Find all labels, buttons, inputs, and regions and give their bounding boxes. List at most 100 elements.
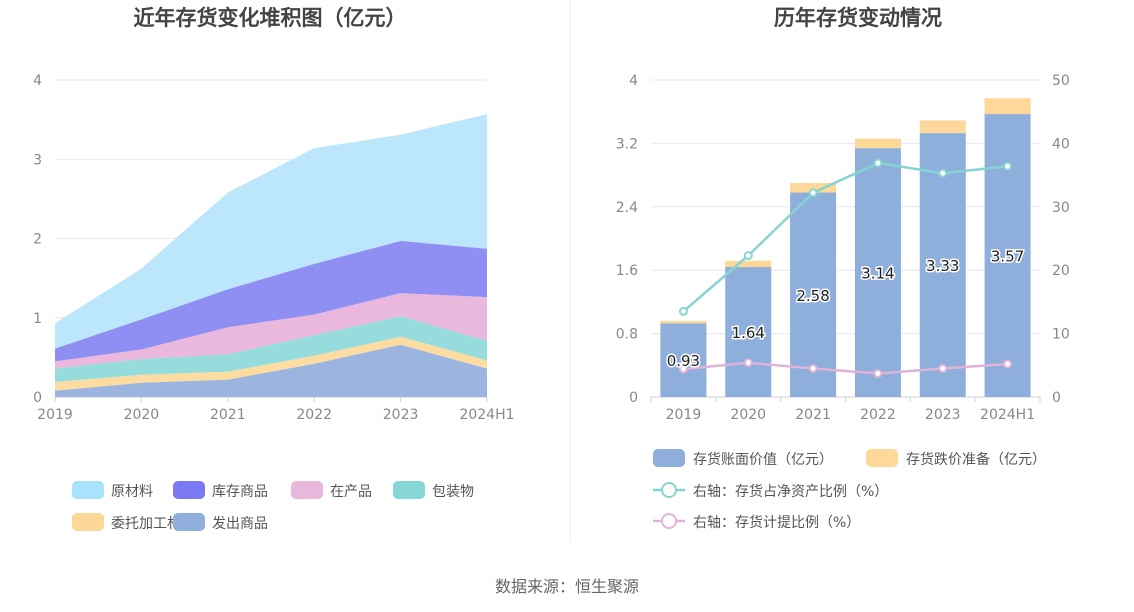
right-chart-title: 历年存货变动情况 <box>774 6 942 30</box>
right-legend-label: 存货账面价值（亿元） <box>693 451 833 468</box>
left-y-tick-label: 0 <box>33 390 42 406</box>
line-series-0-point <box>873 158 883 168</box>
right-legend-label: 右轴：存货占净资产比例（%） <box>693 483 888 500</box>
area-series-0 <box>55 344 487 397</box>
line-series-0-point <box>743 251 753 261</box>
bar-series-1-bar <box>725 260 772 268</box>
right-legend: 存货账面价值（亿元） 存货跌价准备（亿元） 右轴：存货占净资产比例（%） 右轴：存货计… <box>653 449 1046 531</box>
left-legend-swatch <box>72 513 104 531</box>
bar-series-1-bar <box>854 138 901 149</box>
left-legend-label: 包装物 <box>432 484 474 500</box>
right-gridlines <box>651 79 1040 398</box>
right-x-tick-label: 2024H1 <box>980 407 1035 423</box>
right-x-axis: 2019 2020 2021 2022 2023 2024H1 <box>650 397 1041 423</box>
bar-series-0-bar <box>790 192 837 397</box>
left-chart-title: 近年存货变化堆积图（亿元） <box>134 6 407 30</box>
line-series-0-point <box>678 306 688 316</box>
line-series-1-point <box>873 369 883 379</box>
right-right-y-tick-label: 40 <box>1052 136 1070 152</box>
line-series-0-point <box>938 168 948 178</box>
right-left-y-tick-label: 4 <box>629 73 638 89</box>
left-x-tick-label: 2021 <box>210 407 246 423</box>
line-series-0 <box>682 161 1008 313</box>
inventory-bar-line-chart: 历年存货变动情况 0.931.642.583.14 3.333.57 00.81.… <box>616 6 1070 531</box>
right-x-tick-label: 2019 <box>666 407 702 423</box>
right-left-y-axis: 0 0.8 1.6 2.4 3.2 4 <box>616 73 638 406</box>
right-left-y-tick-label: 2.4 <box>616 200 638 216</box>
left-x-tick-label: 2024H1 <box>459 407 514 423</box>
line-series-0-point <box>1003 161 1013 171</box>
area-series-1 <box>55 336 487 391</box>
bar-data-label: 1.64 <box>732 324 765 342</box>
right-right-y-tick-label: 50 <box>1052 73 1070 89</box>
right-left-y-tick-label: 0 <box>629 390 638 406</box>
bar-series-0-bar <box>660 323 707 397</box>
right-legend-swatch <box>653 449 685 467</box>
right-x-tick-label: 2023 <box>925 407 961 423</box>
area-series-4 <box>55 240 487 362</box>
line-series-1-point <box>678 364 688 374</box>
right-x-tick-label: 2022 <box>860 407 896 423</box>
right-right-y-axis: 0 10 20 30 40 50 <box>1052 73 1070 406</box>
left-area-series <box>55 114 487 397</box>
left-x-tick-label: 2022 <box>296 407 332 423</box>
left-y-tick-label: 4 <box>33 73 42 89</box>
left-legend-label: 原材料 <box>111 484 153 500</box>
bar-series-0-bar <box>854 148 901 397</box>
right-legend-marker <box>661 482 677 498</box>
right-x-tick-label: 2020 <box>730 407 766 423</box>
stacked-area-chart: 近年存货变化堆积图（亿元） 0 1 2 3 4 2019 2020 2021 2022 2023… <box>33 6 514 532</box>
right-left-y-tick-label: 1.6 <box>616 263 638 279</box>
right-bar-data-labels: 0.93 1.64 2.58 3.14 3.33 3.57 <box>665 246 1026 372</box>
bar-series-1-bar <box>660 320 707 324</box>
right-right-y-tick-label: 10 <box>1052 327 1070 343</box>
right-line-series <box>678 158 1013 379</box>
right-left-y-tick-label: 0.8 <box>616 327 638 343</box>
bar-series-1-bar <box>790 183 837 193</box>
area-series-2 <box>55 316 487 382</box>
line-series-1 <box>683 361 1008 375</box>
left-y-axis: 0 1 2 3 4 <box>33 73 42 406</box>
left-x-axis: 2019 2020 2021 2022 2023 2024H1 <box>37 397 515 423</box>
bar-data-label: 3.57 <box>991 248 1024 266</box>
bar-series-1-bar <box>919 120 966 134</box>
left-legend-swatch <box>291 481 323 499</box>
left-legend-swatch <box>173 513 205 531</box>
left-legend-label: 发出商品 <box>212 516 268 532</box>
line-series-1-point <box>808 363 818 373</box>
bar-data-label: 2.58 <box>796 287 829 305</box>
right-bar-series <box>660 98 1031 397</box>
right-legend-label: 存货跌价准备（亿元） <box>906 451 1046 468</box>
source-note: 数据来源：恒生聚源 <box>495 577 639 596</box>
left-x-tick-label: 2020 <box>124 407 160 423</box>
left-x-tick-label: 2023 <box>383 407 419 423</box>
left-y-tick-label: 3 <box>33 152 42 168</box>
line-series-1-point <box>743 358 753 368</box>
right-right-y-tick-label: 20 <box>1052 263 1070 279</box>
left-y-tick-label: 2 <box>33 232 42 248</box>
right-legend-label: 右轴：存货计提比例（%） <box>693 514 860 531</box>
area-series-5 <box>55 114 487 349</box>
left-y-tick-label: 1 <box>33 311 42 327</box>
right-left-y-tick-label: 3.2 <box>616 136 638 152</box>
bar-data-label: 0.93 <box>667 352 700 370</box>
bar-series-0-bar <box>984 114 1031 397</box>
left-legend-swatch <box>173 481 205 499</box>
right-legend-swatch <box>866 449 898 467</box>
line-series-0-point <box>808 188 818 198</box>
right-legend-marker <box>661 513 677 529</box>
left-legend-label: 库存商品 <box>212 484 268 500</box>
right-right-y-tick-label: 30 <box>1052 200 1070 216</box>
right-x-tick-label: 2021 <box>795 407 831 423</box>
left-legend-label: 在产品 <box>330 484 372 500</box>
line-series-1-point <box>938 363 948 373</box>
right-right-y-tick-label: 0 <box>1052 390 1061 406</box>
left-legend-swatch <box>72 481 104 499</box>
left-x-tick-label: 2019 <box>37 407 73 423</box>
bar-data-label: 3.14 <box>861 265 894 283</box>
area-series-3 <box>55 293 487 369</box>
bar-series-1-bar <box>984 98 1031 115</box>
bar-series-0-bar <box>725 267 772 397</box>
line-series-1-point <box>1003 359 1013 369</box>
